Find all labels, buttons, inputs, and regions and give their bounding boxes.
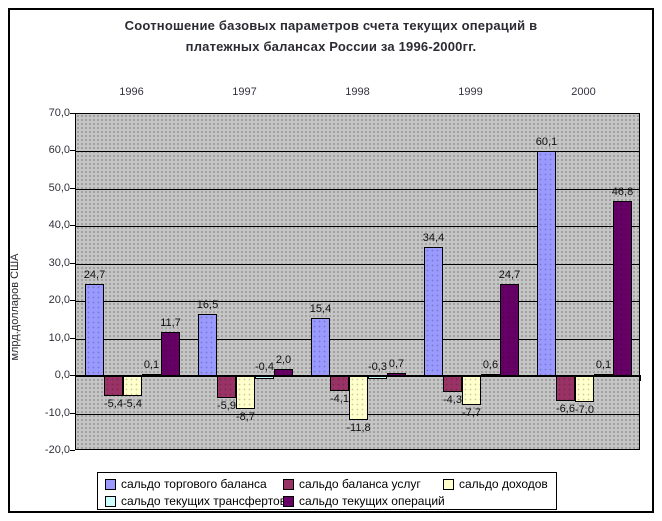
y-axis-title: млрд.долларов США [9,253,21,361]
bar-value-label: -11,8 [346,422,371,435]
legend-item: сальдо торгового баланса [105,477,267,491]
x-category-label: 1996 [119,86,144,98]
bar-value-label: -4,3 [443,394,462,407]
y-tick-label: 50,0 [48,181,70,194]
chart-outer-border [8,8,654,513]
bar-value-label: 0,6 [482,358,499,371]
bar [85,283,104,377]
y-tick-label: -20,0 [44,444,70,456]
bar [198,314,217,377]
x-category-label: 1997 [232,86,257,98]
bar [424,247,443,377]
chart-title: Соотношение базовых параметров счета тек… [0,15,662,57]
bar [123,376,142,397]
legend-swatch [283,478,294,490]
bar-value-label: 11,7 [160,317,181,330]
bar-value-label: 0,1 [595,358,612,371]
legend-swatch [105,495,116,507]
y-tick-mark [70,337,75,339]
y-tick-mark [70,375,75,377]
bar [330,376,349,392]
bar-value-label: -5,9 [217,400,236,413]
bar [104,376,123,397]
plot-area: 24,7 16,5 15,4 34,4 60,1 -5,4 -5,9 -4,1 -4,3 -6,6… [75,113,640,450]
bar [575,376,594,403]
bar-value-label: 15,4 [309,303,332,316]
bar-value-label: 60,1 [535,136,558,149]
bar [462,376,481,405]
bar-value-label: -5,4 [123,398,142,411]
y-tick-mark [70,412,75,414]
legend-item: сальдо текущих операций [283,494,445,508]
bar [613,200,632,377]
bar-value-label: -0,3 [368,361,387,374]
bar-value-label: -6,6 [556,402,575,415]
bar [161,332,180,377]
bar-value-label: 2,0 [275,353,292,366]
gridline [76,226,639,228]
bar [537,151,556,377]
bar-value-label: 0,1 [143,358,160,371]
y-tick-label: 70,0 [48,107,70,119]
bar [311,318,330,377]
x-axis-tick-mark [640,375,641,382]
bar-value-label: -4,1 [330,393,349,406]
bar-value-label: 24,7 [83,268,106,281]
legend-item: сальдо доходов [443,477,548,491]
legend-swatch [443,478,454,490]
legend-label: сальдо доходов [459,477,548,491]
bar-value-label: 34,4 [422,232,445,245]
y-tick-mark [70,150,75,152]
y-tick-label: 60,0 [48,144,70,157]
gridline [76,338,639,340]
legend-label: сальдо торгового баланса [121,477,267,491]
bar [500,283,519,377]
legend-label: сальдо текущих трансфертов [121,494,287,508]
bar [443,376,462,393]
x-category-label: 2000 [571,86,596,98]
legend-item: сальдо баланса услуг [283,477,421,491]
gridline [76,263,639,265]
bar-value-label: 16,5 [196,299,219,312]
bar-value-label: 46,8 [611,185,634,198]
y-tick-mark [70,300,75,302]
y-tick-mark [70,113,75,114]
bar [217,376,236,399]
legend: сальдо торгового баланса сальдо баланса у… [97,472,557,510]
y-tick-label: 0,0 [54,369,70,382]
bar-value-label: -7,0 [575,404,594,417]
legend-item: сальдо текущих трансфертов [105,494,286,508]
legend-label: сальдо текущих операций [299,494,445,508]
y-tick-label: 20,0 [48,294,70,307]
gridline [76,188,639,190]
bar [236,376,255,409]
y-tick-label: 40,0 [48,219,70,232]
bar-value-label: -7,7 [462,406,481,419]
y-tick-mark [70,187,75,189]
y-tick-mark [70,450,75,451]
chart-title-line2: платежных балансах России за 1996-2000гг… [185,39,477,54]
legend-label: сальдо баланса услуг [299,477,421,491]
chart-title-line1: Соотношение базовых параметров счета тек… [124,18,538,33]
gridline [76,301,639,303]
x-category-label: 1999 [458,86,483,98]
zero-axis-line [76,375,639,378]
y-tick-label: -10,0 [44,406,70,419]
gridline [76,151,639,153]
bar-value-label: -8,7 [236,410,255,423]
y-tick-label: 10,0 [48,331,70,344]
bar-value-label: 0,7 [388,358,405,371]
bar-value-label: -0,4 [255,361,274,374]
legend-swatch [283,495,294,507]
bar [349,376,368,421]
y-tick-mark [70,262,75,264]
x-category-label: 1998 [345,86,370,98]
legend-swatch [105,478,116,490]
bar-value-label: 24,7 [498,268,521,281]
bar [556,376,575,401]
y-tick-label: 30,0 [48,256,70,269]
y-tick-mark [70,225,75,227]
bar-value-label: -5,4 [104,398,123,411]
